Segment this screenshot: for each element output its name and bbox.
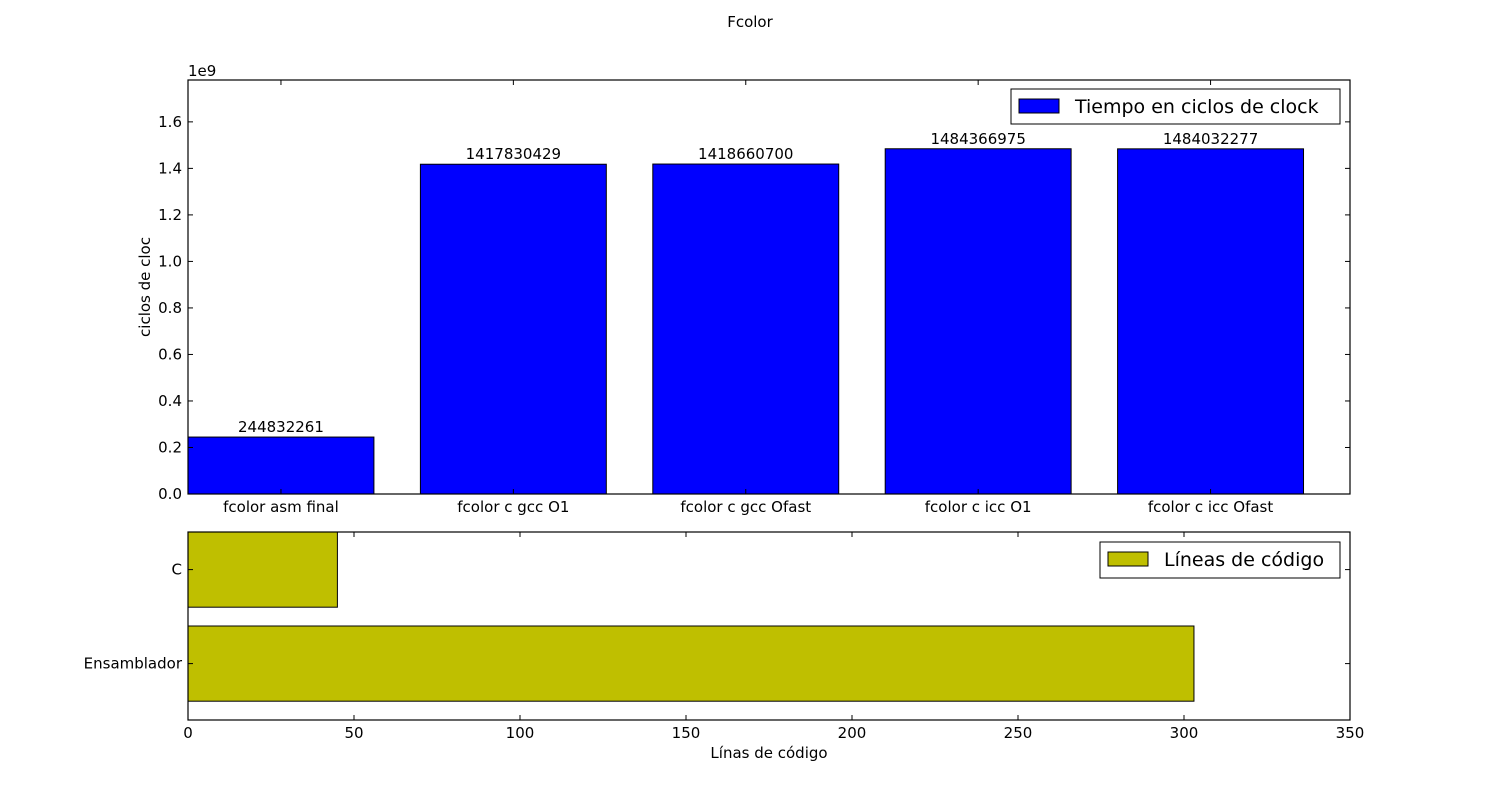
y-tick-label-3: 0.6	[158, 345, 182, 363]
top-legend-box	[1010, 88, 1341, 125]
y-tick-label-2: 0.4	[158, 392, 182, 410]
bottom-x-tick-label-1: 50	[344, 724, 363, 742]
bar-0	[187, 436, 375, 495]
bar-1	[419, 163, 607, 495]
bar-4	[1117, 148, 1305, 495]
bottom-y-ticks: C Ensamblador	[84, 561, 1350, 673]
bottom-y-tick-label-1: Ensamblador	[84, 655, 183, 673]
y-offset-label: 1e9	[188, 62, 216, 80]
bar-value-label-3: 1484366975	[930, 130, 1025, 148]
top-bar-labels: 244832261 1417830429 1418660700 1484366975 1…	[238, 130, 1258, 436]
bottom-chart: 0 50 100 150 200 250 300 350 C Ensamblador Línas…	[84, 531, 1364, 762]
bottom-legend-text: Líneas de código	[1164, 549, 1324, 571]
hbar-1	[187, 625, 1195, 702]
y-tick-label-5: 1.0	[158, 252, 182, 270]
y-tick-label-1: 0.2	[158, 438, 182, 456]
bar-2	[652, 163, 840, 495]
bottom-y-tick-label-0: C	[172, 561, 182, 579]
bottom-x-tick-label-0: 0	[183, 724, 193, 742]
bottom-x-tick-label-3: 150	[672, 724, 701, 742]
x-tick-label-3: fcolor c icc O1	[925, 498, 1032, 516]
bar-value-label-4: 1484032277	[1163, 130, 1258, 148]
top-y-ticks: 0.0 0.2 0.4 0.6 0.8 1.0 1.2 1.4 1.6	[158, 113, 1350, 503]
bottom-legend: Líneas de código	[1099, 541, 1341, 579]
x-tick-label-0: fcolor asm final	[223, 498, 339, 516]
bar-value-label-1: 1417830429	[466, 145, 561, 163]
x-tick-label-4: fcolor c icc Ofast	[1148, 498, 1274, 516]
bar-value-label-2: 1418660700	[698, 145, 793, 163]
y-axis-label: ciclos de cloc	[136, 237, 154, 337]
y-tick-label-8: 1.6	[158, 113, 182, 131]
y-tick-label-6: 1.2	[158, 206, 182, 224]
top-legend: Tiempo en ciclos de clock	[1010, 88, 1341, 125]
hbar-0	[187, 531, 338, 608]
x-tick-label-2: fcolor c gcc Ofast	[680, 498, 811, 516]
bottom-bars	[187, 531, 1195, 702]
top-chart: 244832261 1417830429 1418660700 1484366975 1…	[136, 62, 1351, 516]
bottom-x-ticks: 0 50 100 150 200 250 300 350	[183, 532, 1364, 742]
bottom-plot-frame	[187, 531, 1351, 721]
chart-title: Fcolor	[727, 13, 773, 31]
top-x-ticks: fcolor asm final fcolor c gcc O1 fcolor c …	[223, 80, 1273, 516]
y-tick-label-7: 1.4	[158, 159, 182, 177]
bar-3	[884, 148, 1072, 495]
top-legend-text: Tiempo en ciclos de clock	[1074, 96, 1319, 118]
top-plot-frame	[187, 79, 1351, 495]
bottom-legend-swatch	[1107, 551, 1149, 567]
bottom-x-tick-label-5: 250	[1004, 724, 1033, 742]
bar-value-label-0: 244832261	[238, 418, 324, 436]
x-axis-label: Línas de código	[710, 744, 827, 762]
bottom-x-tick-label-2: 100	[506, 724, 535, 742]
x-tick-label-1: fcolor c gcc O1	[457, 498, 569, 516]
top-legend-swatch	[1018, 98, 1060, 114]
top-bars	[187, 148, 1305, 495]
y-tick-label-4: 0.8	[158, 299, 182, 317]
bottom-x-tick-label-6: 300	[1170, 724, 1199, 742]
bottom-x-tick-label-4: 200	[838, 724, 867, 742]
bottom-x-tick-label-7: 350	[1336, 724, 1365, 742]
y-tick-label-0: 0.0	[158, 485, 182, 503]
